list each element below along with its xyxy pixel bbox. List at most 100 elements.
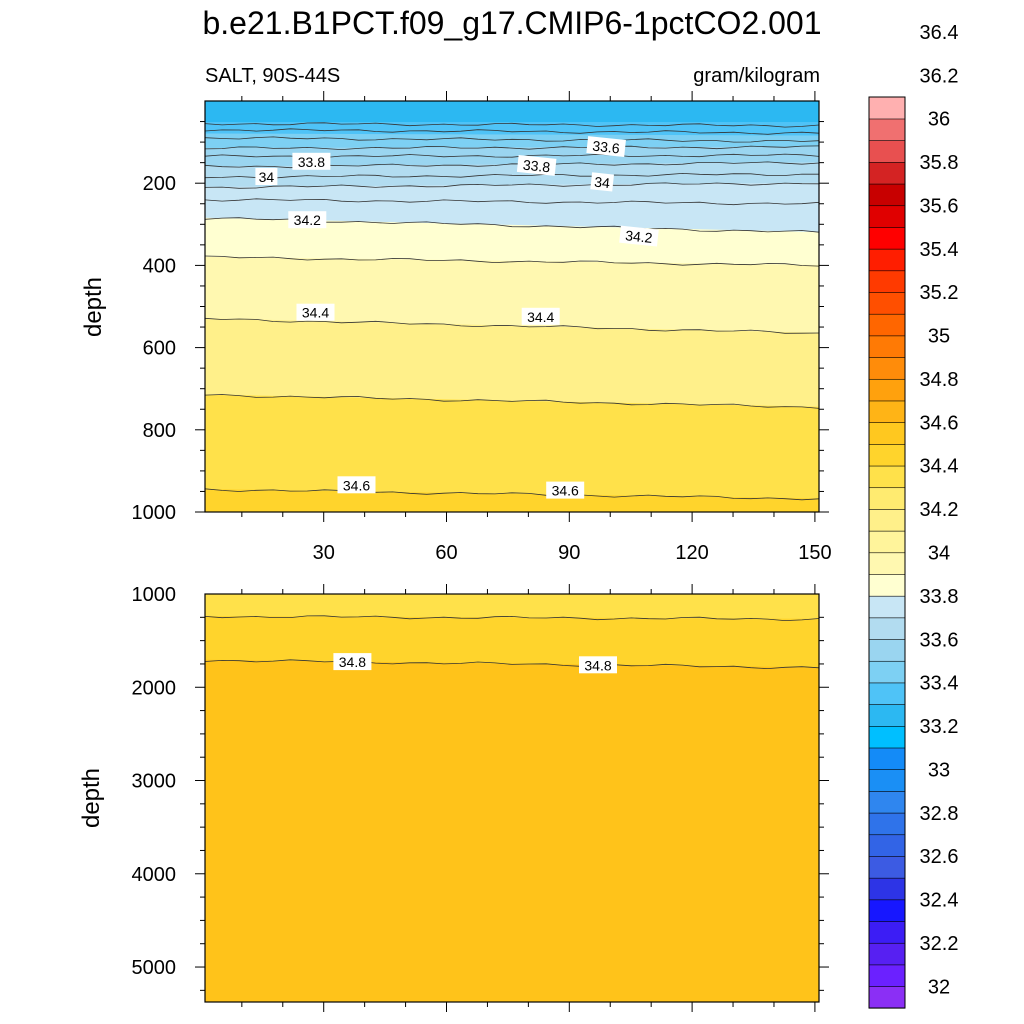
- contour-label-upper-8: 34.4: [521, 307, 560, 325]
- colorbar-swatch: [868, 508, 906, 532]
- salinity-band-upper-8: [204, 318, 820, 408]
- colorbar-label: 33.8: [920, 586, 959, 608]
- contour-line-upper-11: [204, 317, 820, 334]
- colorbar-swatch: [868, 96, 906, 120]
- colorbar-swatch: [868, 899, 906, 922]
- contour-label-background: [579, 656, 617, 674]
- colorbar-swatch: [868, 877, 906, 901]
- contour-label-text: 33.8: [522, 157, 551, 176]
- y-tick-label-upper: 800: [143, 420, 176, 442]
- colorbar-label: 33.2: [920, 716, 959, 738]
- colorbar-swatch: [868, 834, 906, 857]
- colorbar-swatch: [868, 356, 906, 380]
- colorbar-swatch: [868, 443, 906, 467]
- colorbar-swatch: [868, 118, 906, 141]
- colorbar-swatch: [868, 725, 906, 749]
- colorbar-label: 35.2: [920, 282, 959, 304]
- colorbar-swatch: [868, 400, 906, 423]
- contour-line-upper-7: [204, 182, 820, 189]
- contour-label-upper-7: 34.4: [296, 303, 335, 321]
- colorbar-swatch: [868, 378, 906, 402]
- colorbar-swatch: [868, 248, 906, 272]
- units-label: gram/kilogram: [693, 65, 820, 87]
- contour-label-text: 33.6: [592, 138, 621, 157]
- colorbar-swatch: [868, 313, 906, 337]
- y-tick-label-upper: 600: [143, 338, 176, 360]
- salinity-band-upper-9: [204, 394, 820, 500]
- x-tick-label-upper: 120: [675, 542, 708, 564]
- contour-label-text: 34.2: [294, 212, 321, 228]
- y-tick-label-lower: 5000: [132, 957, 177, 979]
- contour-label-background: [337, 476, 376, 494]
- contour-label-text: 34.6: [552, 483, 579, 499]
- colorbar-label: 36.2: [920, 65, 959, 87]
- colorbar-label: 33.4: [920, 673, 959, 695]
- x-tick-label-upper: 150: [798, 542, 831, 564]
- contour-label-background: [516, 154, 557, 176]
- colorbar-swatch: [868, 595, 906, 619]
- colorbar-swatch: [868, 638, 906, 662]
- contour-label-lower-0: 34.8: [333, 653, 372, 671]
- colorbar-label: 33: [928, 759, 950, 781]
- contour-label-text: 33.8: [298, 154, 325, 170]
- contour-line-upper-10: [204, 255, 820, 267]
- y-tick-label-lower: 4000: [132, 864, 177, 886]
- contour-label-upper-9: 34.6: [337, 476, 376, 494]
- contour-label-upper-1: 33.8: [292, 152, 331, 170]
- colorbar-label: 36.4: [920, 22, 959, 44]
- contour-line-upper-2: [204, 136, 820, 143]
- colorbar-label: 32.6: [920, 846, 959, 868]
- colorbar-swatch: [868, 769, 906, 792]
- contour-label-text: 34: [594, 174, 611, 192]
- contour-label-text: 34.4: [302, 305, 329, 321]
- contour-line-upper-8: [204, 198, 820, 206]
- contour-label-upper-2: 33.8: [516, 154, 557, 176]
- colorbar-swatch: [868, 140, 906, 163]
- contour-label-upper-4: 34: [590, 172, 614, 192]
- colorbar-label: 32.8: [920, 803, 959, 825]
- x-tick-label-upper: 30: [313, 542, 335, 564]
- salinity-band-lower-2: [204, 659, 820, 1003]
- contour-label-text: 34.2: [625, 227, 654, 246]
- colorbar-label: 34.4: [920, 456, 959, 478]
- contour-label-background: [255, 168, 278, 185]
- contour-label-background: [521, 307, 560, 325]
- y-tick-label-lower: 1000: [132, 584, 177, 606]
- colorbar-label: 34: [928, 543, 950, 565]
- colorbar-frame: [868, 96, 906, 1009]
- colorbar-swatch: [868, 855, 906, 879]
- colorbar-swatch: [868, 161, 906, 185]
- contour-label-background: [333, 653, 372, 671]
- colorbar-swatch: [868, 291, 906, 315]
- contour-line-upper-6: [204, 172, 820, 179]
- colorbar-label: 36: [928, 109, 950, 131]
- colorbar-swatch: [868, 812, 906, 836]
- colorbar-swatch: [868, 487, 906, 510]
- chart-title: b.e21.B1PCT.f09_g17.CMIP6-1pctCO2.001: [202, 5, 821, 41]
- colorbar-swatch: [868, 226, 906, 250]
- contour-label-background: [619, 225, 659, 247]
- colorbar-swatch: [868, 747, 906, 771]
- contour-line-lower-0: [204, 615, 820, 622]
- upper-panel: 33.6 33.8 33.8 34 34 34.2 34.2 34.4 34.4 34.6 34.6…: [132, 91, 832, 564]
- colorbar-swatch: [868, 790, 906, 814]
- colorbar-swatch: [868, 573, 906, 597]
- colorbar-label: 34.8: [920, 369, 959, 391]
- colorbar-label: 35.8: [920, 152, 959, 174]
- colorbar-swatch: [868, 920, 906, 944]
- contour-line-upper-3: [204, 145, 820, 151]
- colorbar-swatch: [868, 205, 906, 228]
- contour-line-upper-13: [204, 488, 820, 501]
- contour-label-upper-3: 34: [255, 168, 278, 185]
- salinity-band-lower-0: [204, 593, 820, 620]
- contour-label-background: [288, 211, 327, 229]
- colorbar-swatch: [868, 530, 906, 554]
- colorbar-label: 32.2: [920, 933, 959, 955]
- variable-region-label: SALT, 90S-44S: [205, 65, 340, 87]
- y-axis-label-lower: depth: [78, 768, 105, 828]
- y-tick-label-upper: 1000: [132, 502, 177, 524]
- contour-label-background: [586, 136, 626, 157]
- y-axis-label-upper: depth: [80, 277, 107, 337]
- contour-label-text: 34.6: [343, 477, 370, 493]
